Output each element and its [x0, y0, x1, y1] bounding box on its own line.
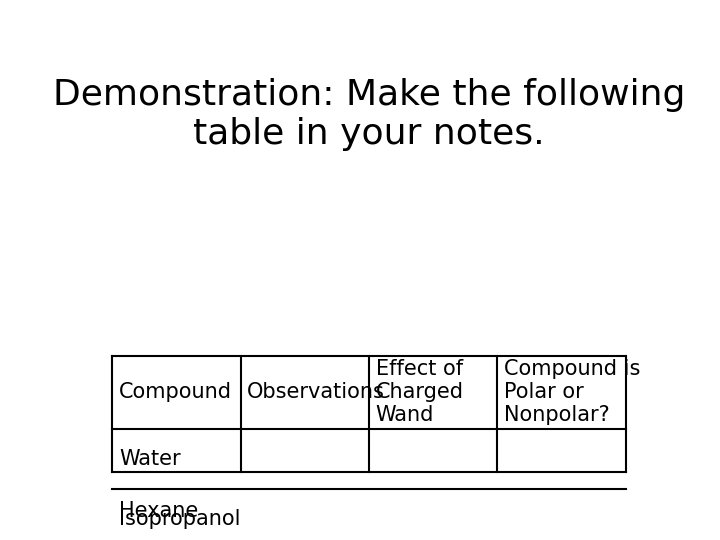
Text: Water: Water [119, 449, 181, 469]
Text: Isopropanol: Isopropanol [119, 509, 240, 529]
Text: Demonstration: Make the following
table in your notes.: Demonstration: Make the following table … [53, 78, 685, 151]
Text: Compound: Compound [119, 382, 232, 402]
Text: Effect of
Charged
Wand: Effect of Charged Wand [376, 359, 464, 426]
Text: Observations: Observations [248, 382, 385, 402]
Text: Hexane: Hexane [119, 501, 198, 521]
Text: Compound is
Polar or
Nonpolar?: Compound is Polar or Nonpolar? [504, 359, 640, 426]
